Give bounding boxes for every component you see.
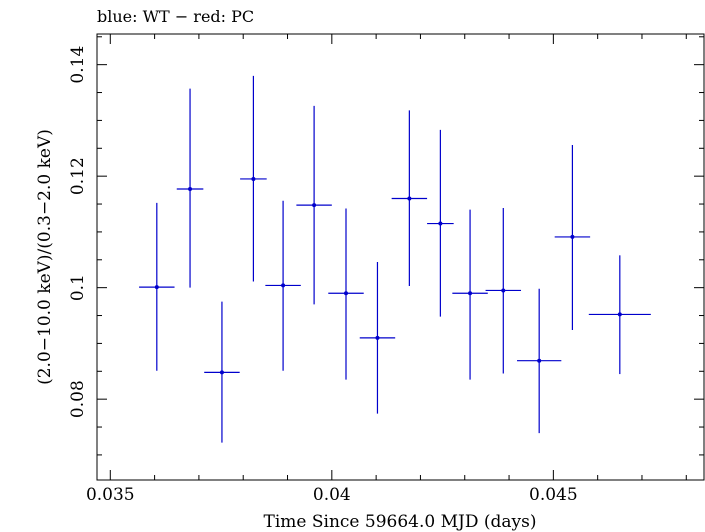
data-marker — [375, 335, 380, 340]
plot-frame — [96, 33, 705, 481]
data-marker — [537, 358, 542, 363]
data-point — [391, 110, 428, 286]
y-tick-label: 0.12 — [68, 157, 88, 195]
data-point — [554, 144, 591, 331]
data-point — [359, 262, 396, 414]
data-point — [517, 288, 562, 434]
data-point — [265, 200, 301, 371]
x-tick-label: 0.04 — [313, 485, 351, 505]
data-point — [485, 207, 522, 374]
data-marker — [219, 370, 224, 375]
data-point — [296, 105, 332, 305]
x-axis-title: Time Since 59664.0 MJD (days) — [264, 512, 537, 532]
data-marker — [570, 234, 575, 239]
data-point — [452, 209, 488, 380]
data-marker — [617, 312, 622, 317]
data-marker — [407, 196, 412, 201]
data-point — [176, 88, 204, 288]
data-marker — [312, 203, 317, 208]
x-tick-label: 0.035 — [86, 485, 135, 505]
data-point — [139, 202, 175, 371]
data-marker — [468, 291, 473, 296]
y-axis-title: (2.0−10.0 keV)/(0.3−2.0 keV) — [35, 129, 55, 385]
data-point — [204, 301, 240, 443]
data-marker — [281, 283, 286, 288]
data-point — [328, 208, 364, 380]
axis-tick-labels: 0.035 0.04 0.045 0.08 0.1 0.12 0.14 — [68, 46, 578, 505]
data-marker — [154, 285, 159, 290]
data-point — [240, 75, 267, 282]
y-tick-label: 0.14 — [68, 46, 88, 84]
data-series — [139, 75, 651, 443]
data-marker — [188, 186, 193, 191]
y-tick-label: 0.1 — [68, 274, 88, 301]
chart-title: blue: WT − red: PC — [97, 7, 254, 26]
data-marker — [501, 288, 506, 293]
data-marker — [251, 176, 256, 181]
axis-ticks — [97, 34, 704, 480]
y-tick-label: 0.08 — [68, 380, 88, 418]
data-marker — [438, 221, 443, 226]
data-point — [427, 129, 454, 317]
x-tick-label: 0.045 — [529, 485, 578, 505]
data-point — [588, 255, 651, 375]
data-marker — [344, 291, 349, 296]
